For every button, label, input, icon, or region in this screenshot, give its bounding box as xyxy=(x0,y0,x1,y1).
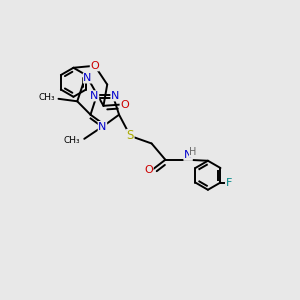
Text: CH₃: CH₃ xyxy=(38,93,55,102)
Text: N: N xyxy=(90,91,99,101)
Text: CH₃: CH₃ xyxy=(63,136,80,145)
Text: S: S xyxy=(127,130,134,142)
Text: N: N xyxy=(83,73,92,83)
Text: O: O xyxy=(144,165,153,175)
Text: N: N xyxy=(184,150,192,160)
Text: H: H xyxy=(189,147,197,158)
Text: O: O xyxy=(120,100,129,110)
Text: F: F xyxy=(226,178,232,188)
Text: O: O xyxy=(90,61,99,71)
Text: N: N xyxy=(111,91,119,101)
Text: N: N xyxy=(98,122,106,131)
